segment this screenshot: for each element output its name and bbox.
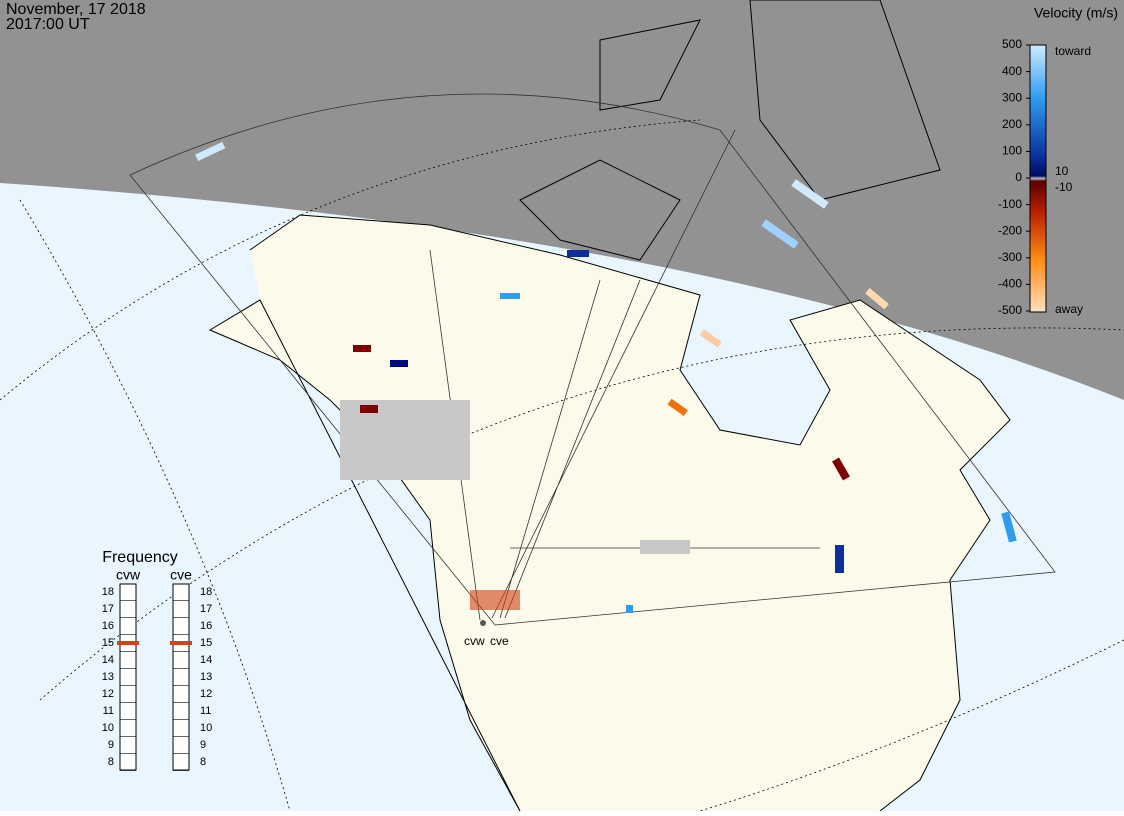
away-label: away <box>1055 302 1083 316</box>
frequency-tick-label: 9 <box>108 739 114 751</box>
frequency-tick-label: 13 <box>102 671 114 683</box>
frequency-tick-label: 17 <box>102 603 114 615</box>
frequency-selected <box>170 641 192 645</box>
frequency-radar-label: cvw <box>116 567 141 583</box>
frequency-tick-label: 9 <box>200 739 206 751</box>
time: 2017:00 UT <box>6 16 90 33</box>
vector <box>340 400 470 480</box>
frequency-column <box>119 583 137 771</box>
vector <box>835 545 844 573</box>
velocity-tick-label: 500 <box>1002 37 1022 51</box>
vector <box>699 329 722 348</box>
frequency-tick-label: 14 <box>102 654 114 666</box>
velocity-tick-label: 0 <box>1015 170 1022 184</box>
frequency-tick-label: 12 <box>102 688 114 700</box>
frequency-tick-label: 17 <box>200 603 212 615</box>
frequency-tick-label: 10 <box>102 722 114 734</box>
vector <box>1001 511 1017 543</box>
vector <box>390 360 408 367</box>
night-side <box>0 0 1124 400</box>
vector <box>360 405 378 413</box>
vector <box>865 287 889 310</box>
velocity-colorbar <box>1029 44 1047 313</box>
frequency-tick-label: 10 <box>200 722 212 734</box>
frequency-tick-label: 15 <box>200 637 212 649</box>
velocity-inner-tick-label: -10 <box>1055 180 1073 194</box>
vector <box>353 345 371 352</box>
velocity-title: Velocity (m/s) <box>1034 5 1118 21</box>
velocity-tick-label: -500 <box>998 303 1022 317</box>
velocity-tick-label: 200 <box>1002 117 1022 131</box>
date: November, 17 2018 <box>6 1 146 18</box>
land <box>210 215 1010 811</box>
frequency-tick-label: 15 <box>102 637 114 649</box>
radar-site-label: cvw <box>464 634 485 648</box>
frequency-tick-label: 11 <box>103 705 114 717</box>
velocity-tick-label: 100 <box>1002 144 1022 158</box>
velocity-inner-tick-label: 10 <box>1055 164 1069 178</box>
velocity-tick-label: 400 <box>1002 64 1022 78</box>
vector <box>567 250 589 257</box>
vector <box>626 605 633 613</box>
radar-site-label: cve <box>490 634 509 648</box>
frequency-tick-label: 18 <box>102 586 114 598</box>
vector <box>667 398 688 417</box>
frequency-tick-label: 8 <box>108 756 114 768</box>
frequency-radar-label: cve <box>170 567 192 583</box>
frequency-selected <box>117 641 139 645</box>
toward-label: toward <box>1055 44 1091 58</box>
vector <box>832 457 850 481</box>
frequency-tick-label: 8 <box>200 756 206 768</box>
vector <box>470 590 520 610</box>
velocity-vectors <box>195 141 1017 613</box>
velocity-tick-label: -100 <box>998 197 1022 211</box>
velocity-tick-label: 300 <box>1002 90 1022 104</box>
frequency-tick-label: 14 <box>200 654 212 666</box>
frequency-tick-label: 18 <box>200 586 212 598</box>
vector <box>500 293 520 299</box>
velocity-tick-label: -300 <box>998 250 1022 264</box>
vector <box>761 219 799 249</box>
frequency-tick-label: 11 <box>200 705 211 717</box>
frequency-tick-label: 13 <box>200 671 212 683</box>
frequency-tick-label: 16 <box>200 620 212 632</box>
vector <box>791 179 829 209</box>
frequency-column <box>172 583 190 771</box>
latlon-grid <box>0 119 1124 812</box>
frequency-tick-label: 12 <box>200 688 212 700</box>
frequency-title: Frequency <box>102 549 178 566</box>
radar-site-marker <box>480 620 486 626</box>
velocity-tick-label: -200 <box>998 223 1022 237</box>
velocity-tick-label: -400 <box>998 277 1022 291</box>
vector <box>195 141 226 161</box>
frequency-tick-label: 16 <box>102 620 114 632</box>
vector <box>640 540 690 554</box>
